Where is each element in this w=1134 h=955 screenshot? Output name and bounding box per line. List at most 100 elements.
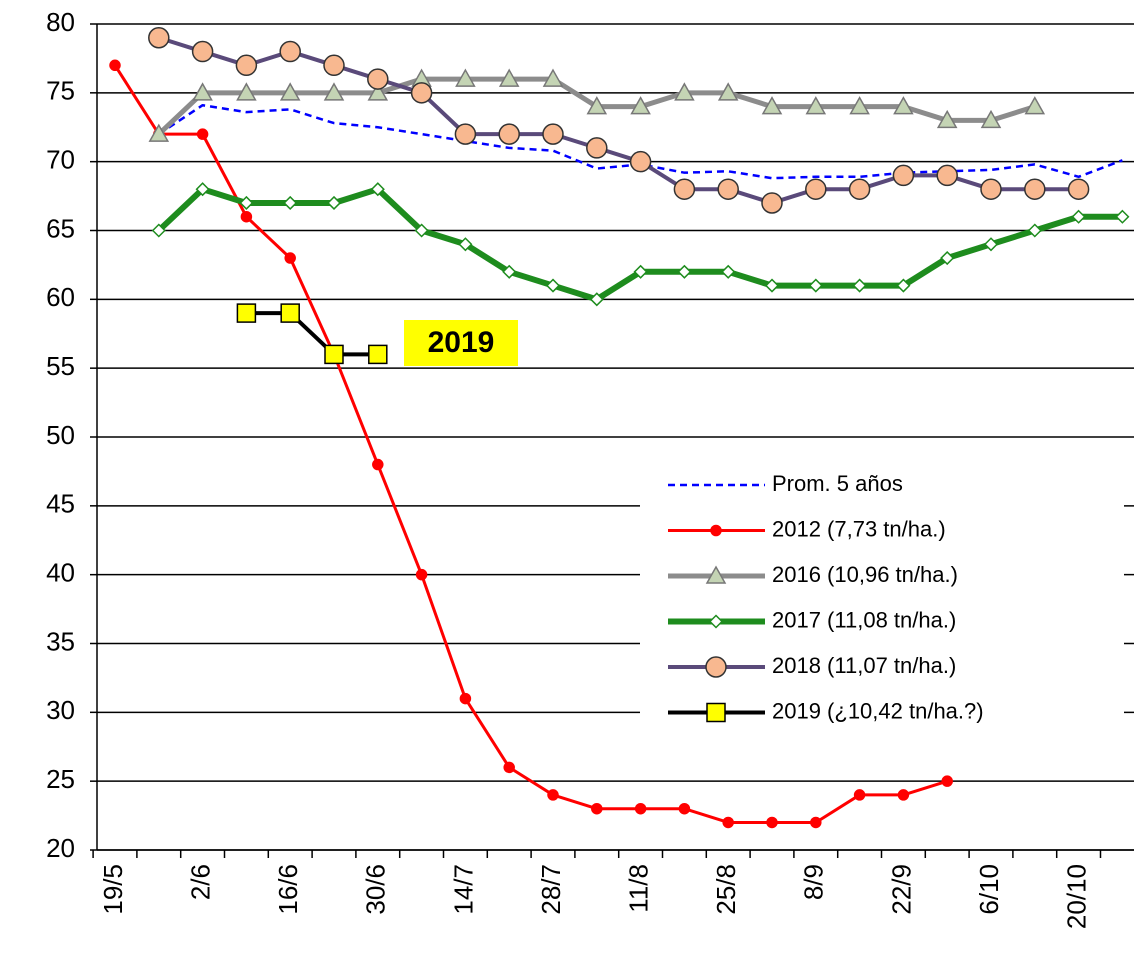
marker [892, 164, 915, 187]
series-line [113, 64, 948, 824]
marker [195, 182, 210, 197]
marker [591, 802, 603, 815]
marker [109, 59, 121, 72]
y-tick-label: 40 [46, 558, 75, 588]
y-tick-label: 65 [46, 213, 75, 243]
series-line [158, 35, 1079, 205]
marker [284, 252, 296, 264]
legend-label: 2018 (11,07 tn/ha.) [772, 653, 956, 678]
marker [717, 178, 739, 200]
legend-label: Prom. 5 años [772, 471, 903, 496]
marker [236, 303, 257, 323]
lines [109, 27, 1130, 829]
x-tick-label: 16/6 [273, 864, 303, 915]
marker [853, 789, 866, 801]
marker [498, 123, 520, 145]
marker [630, 96, 651, 115]
marker [280, 303, 300, 323]
marker [367, 68, 389, 90]
y-tick-label: 60 [46, 282, 75, 312]
y-tick-label: 45 [46, 489, 75, 519]
marker [897, 789, 910, 801]
x-tick-label: 11/8 [623, 864, 653, 913]
marker [454, 123, 477, 145]
marker [980, 109, 1002, 129]
x-tick-label: 28/7 [536, 864, 566, 915]
annotation-box [404, 320, 518, 366]
marker [848, 178, 871, 200]
marker [808, 278, 823, 293]
marker [458, 237, 473, 252]
marker [1024, 96, 1046, 115]
y-tick-label: 35 [46, 626, 75, 656]
marker [940, 250, 955, 266]
marker [367, 82, 389, 101]
x-tick-label: 14/7 [448, 864, 478, 915]
marker [896, 278, 911, 293]
marker [1024, 178, 1046, 200]
marker [805, 96, 827, 115]
series-line [246, 311, 378, 357]
x-tick-label: 20/10 [1061, 864, 1091, 929]
marker [503, 761, 515, 774]
x-tick-label: 22/9 [886, 864, 916, 915]
marker [414, 223, 429, 238]
marker [323, 82, 345, 101]
marker [1027, 223, 1042, 238]
marker [1067, 178, 1090, 200]
marker [633, 264, 648, 279]
x-tick-label: 19/5 [98, 864, 128, 915]
y-tick-label: 75 [46, 76, 75, 106]
grid: 20 25 30 35 40 45 50 55 60 65 70 75 80 19/5 2/6 16/6 30/… [46, 7, 1134, 929]
marker [722, 816, 734, 829]
annotation: 2019 [428, 326, 495, 359]
y-tick-label: 30 [46, 695, 75, 725]
marker [196, 128, 209, 140]
marker [678, 802, 691, 815]
marker [629, 150, 652, 173]
marker [455, 68, 476, 87]
x-tick-label: 30/6 [361, 864, 391, 915]
marker [542, 68, 564, 87]
x-tick-label: 25/8 [711, 864, 741, 915]
y-tick-label: 25 [46, 764, 75, 794]
legend-label: 2016 (10,96 tn/ha.) [772, 562, 958, 587]
marker [673, 178, 696, 200]
marker [586, 96, 608, 115]
marker [235, 54, 258, 77]
marker [936, 109, 958, 129]
x-tick-label: 2/6 [185, 864, 215, 900]
marker [148, 123, 170, 142]
marker [761, 192, 783, 214]
y-tick-label: 70 [46, 145, 75, 175]
legend-box [640, 460, 1124, 736]
marker [279, 40, 301, 63]
marker [674, 82, 695, 101]
marker [936, 164, 958, 187]
marker [805, 178, 827, 200]
y-tick-label: 80 [46, 7, 75, 37]
marker [283, 195, 298, 211]
marker [279, 82, 301, 101]
marker [323, 54, 345, 77]
series-line [156, 186, 1123, 303]
marker [893, 96, 914, 115]
marker [710, 524, 722, 537]
marker [810, 816, 822, 829]
marker [849, 96, 870, 115]
y-tick-label: 20 [46, 833, 75, 863]
marker [764, 278, 780, 293]
marker [372, 458, 384, 471]
marker [586, 137, 608, 159]
marker [459, 692, 472, 705]
y-tick-label: 50 [46, 420, 75, 450]
marker [410, 82, 433, 104]
marker [368, 344, 388, 365]
marker [191, 40, 214, 63]
marker [370, 182, 385, 197]
x-tick-label: 8/9 [799, 864, 829, 900]
marker [547, 789, 559, 801]
marker [151, 223, 166, 238]
marker [634, 802, 647, 815]
marker [1115, 209, 1130, 224]
